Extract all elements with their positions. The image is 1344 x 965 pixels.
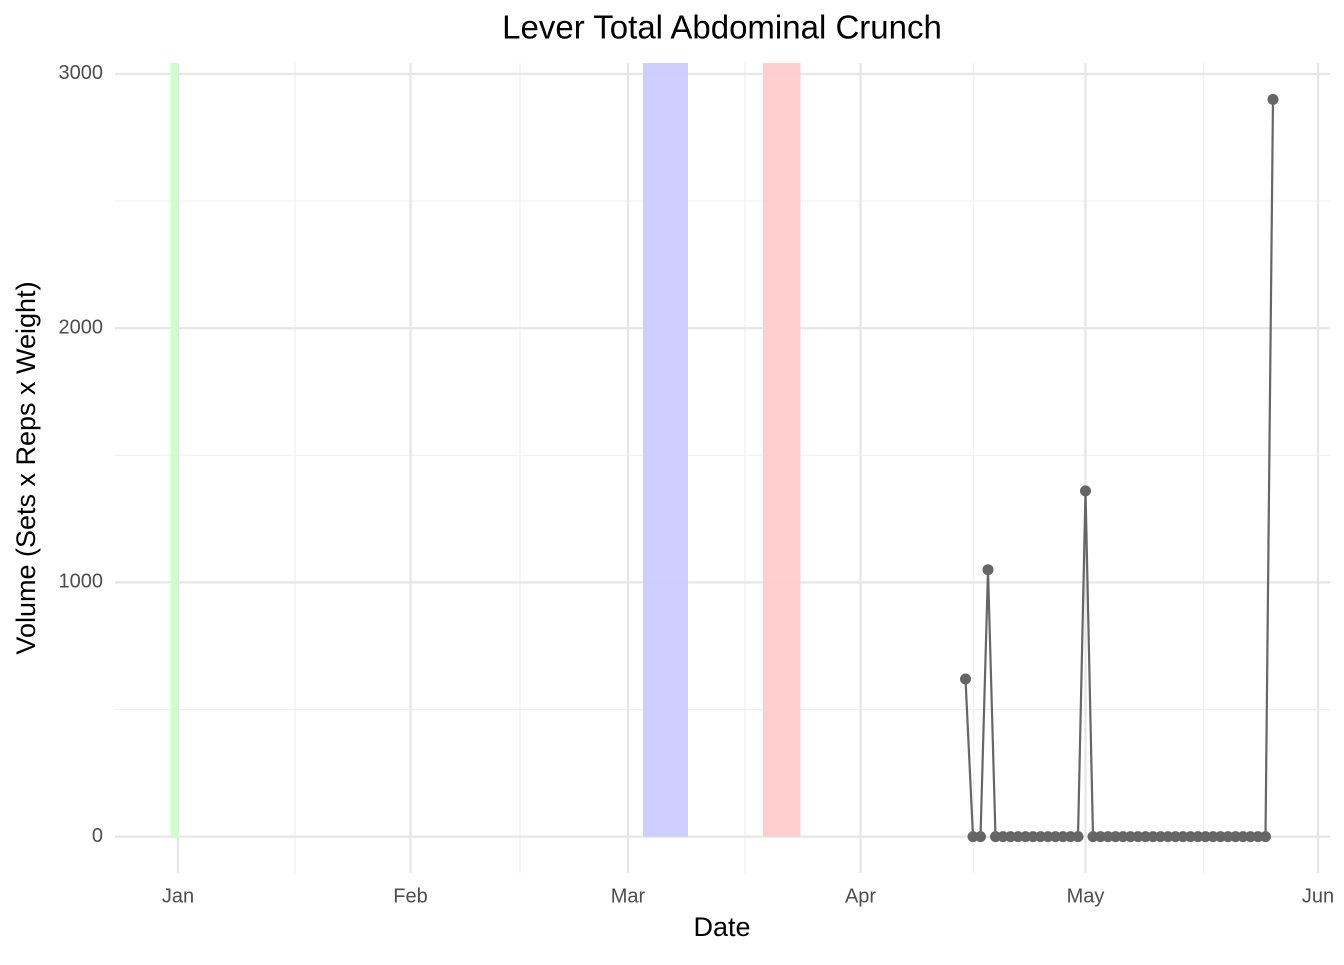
data-point xyxy=(975,831,986,843)
y-tick-label: 1000 xyxy=(59,571,104,593)
data-point xyxy=(1080,485,1091,497)
y-axis-title: Volume (Sets x Reps x Weight) xyxy=(11,281,41,654)
data-point xyxy=(982,564,994,576)
series-line xyxy=(964,99,1275,838)
y-tick-label: 0 xyxy=(92,825,103,847)
chart-title: Lever Total Abdominal Crunch xyxy=(502,9,942,46)
x-tick-label: Mar xyxy=(611,885,646,907)
x-tick-label: Feb xyxy=(393,885,427,907)
x-tick-label: Jan xyxy=(162,885,194,907)
x-tick-label: May xyxy=(1067,885,1105,907)
x-tick-label: Apr xyxy=(845,885,876,907)
y-tick-label: 2000 xyxy=(59,316,104,338)
data-point xyxy=(1267,93,1279,105)
data-point xyxy=(1260,831,1271,843)
shaded-band xyxy=(763,63,801,837)
x-tick-label: Jun xyxy=(1302,885,1334,907)
y-tick-label: 3000 xyxy=(59,62,104,84)
data-point xyxy=(1072,831,1084,843)
shaded-band xyxy=(170,63,178,837)
x-axis-title: Date xyxy=(693,912,750,942)
data-point xyxy=(960,673,971,685)
shaded-band xyxy=(643,63,688,837)
